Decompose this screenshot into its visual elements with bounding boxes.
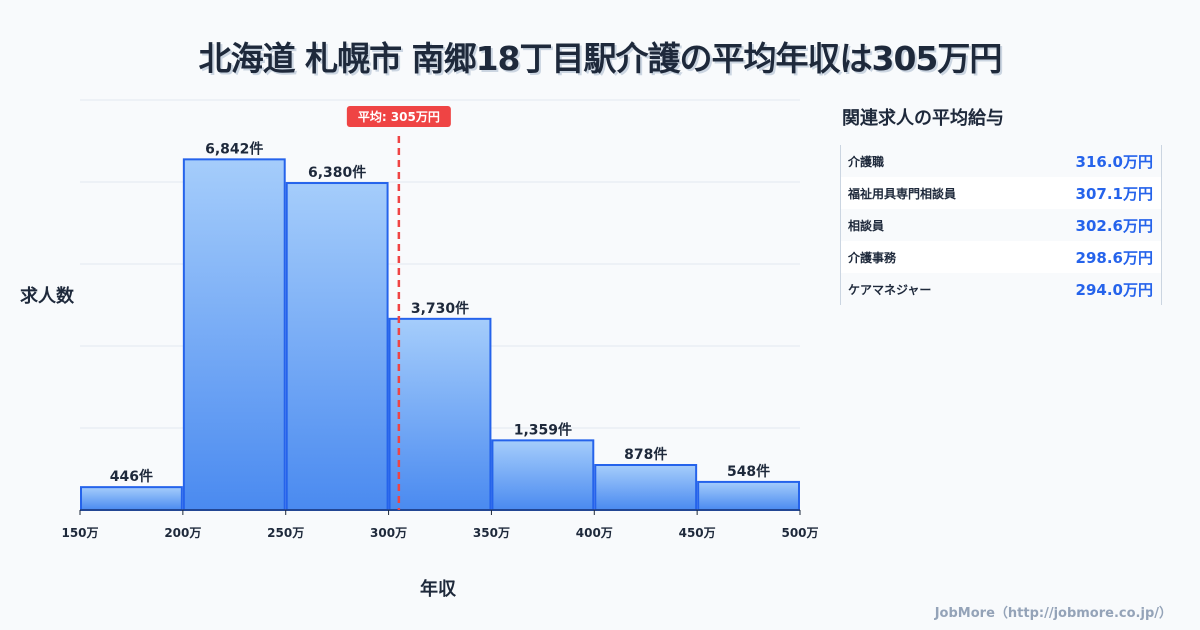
job-name: ケアマネジャー [848, 282, 932, 297]
table-row: 福祉用具専門相談員 307.1万円 [841, 177, 1161, 209]
related-salary-title: 関連求人の平均給与 [842, 108, 1004, 129]
histogram-chart: 446件 6,842件 6,380件 3,730件 1,359件 878件 548件 150万… [61, 99, 819, 540]
bar-value-label: 1,359件 [514, 421, 572, 438]
histogram-bar [182, 158, 286, 511]
job-salary: 298.6万円 [1075, 248, 1153, 267]
histogram-bar [491, 439, 595, 512]
histogram-bar [388, 317, 492, 511]
x-tick-label: 500万 [781, 526, 818, 540]
table-row: 介護事務 298.6万円 [841, 241, 1161, 273]
related-salary-table: 介護職 316.0万円 福祉用具専門相談員 307.1万円 相談員 302.6万円 介… [840, 145, 1162, 305]
x-tick-label: 300万 [370, 526, 407, 540]
y-axis-label: 求人数 [20, 286, 74, 307]
job-name: 福祉用具専門相談員 [848, 186, 957, 201]
job-name: 介護職 [848, 154, 885, 169]
x-tick-label: 250万 [267, 526, 304, 540]
x-tick-label: 450万 [679, 526, 716, 540]
histogram-bar [594, 464, 698, 512]
table-row: 相談員 302.6万円 [841, 209, 1161, 241]
x-axis-label: 年収 [420, 579, 456, 600]
table-row: 介護職 316.0万円 [841, 145, 1161, 177]
bar-value-label: 548件 [727, 463, 770, 480]
mean-label: 平均: 305万円 [358, 109, 440, 124]
bar-value-label: 6,380件 [308, 164, 366, 181]
job-salary: 307.1万円 [1075, 184, 1153, 203]
histogram-bar [697, 480, 801, 512]
histogram-bar [285, 182, 389, 511]
bar-value-label: 446件 [110, 468, 153, 485]
x-tick-label: 200万 [164, 526, 201, 540]
job-salary: 302.6万円 [1075, 216, 1153, 235]
x-tick-label: 350万 [473, 526, 510, 540]
footer-credit: JobMore（http://jobmore.co.jp/） [934, 606, 1172, 621]
mean-badge [346, 106, 451, 127]
job-salary: 294.0万円 [1075, 280, 1153, 299]
job-name: 相談員 [848, 218, 885, 233]
x-tick-label: 150万 [61, 526, 98, 540]
bar-value-label: 6,842件 [205, 140, 263, 157]
x-tick-label: 400万 [576, 526, 613, 540]
table-row: ケアマネジャー 294.0万円 [841, 273, 1161, 305]
bar-value-label: 878件 [624, 446, 667, 463]
histogram-bar [80, 486, 183, 511]
job-name: 介護事務 [848, 250, 897, 265]
bar-value-label: 3,730件 [411, 300, 469, 317]
page-title: 北海道 札幌市 南郷18丁目駅介護の平均年収は305万円 [198, 39, 1003, 78]
job-salary: 316.0万円 [1075, 152, 1153, 171]
